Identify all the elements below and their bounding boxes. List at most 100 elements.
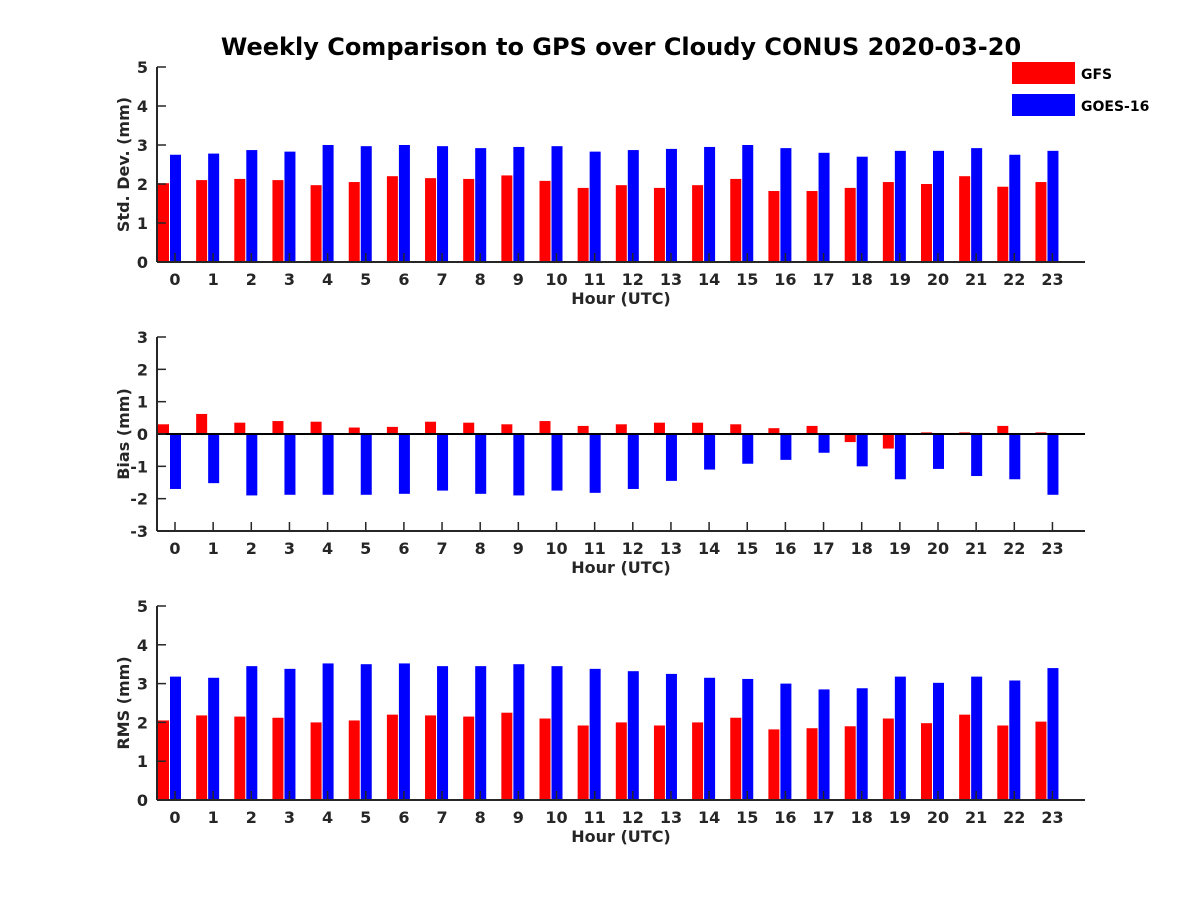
x-tick-label: 6 [398, 808, 409, 827]
x-tick-label: 2 [246, 270, 257, 289]
x-tick-label: 11 [584, 270, 606, 289]
x-tick-label: 21 [965, 808, 987, 827]
y-tick-label: 0 [137, 791, 148, 810]
bar-gfs-15 [730, 178, 742, 262]
bar-gfs-9 [501, 712, 513, 800]
y-tick-label: -2 [130, 490, 148, 509]
x-tick-label: 14 [698, 270, 720, 289]
x-tick-label: 7 [436, 808, 447, 827]
bar-goes-16-20 [933, 434, 944, 469]
bar-gfs-11 [577, 725, 589, 800]
x-tick-label: 0 [169, 539, 180, 558]
bar-goes-16-2 [246, 150, 258, 262]
bar-goes-16-16 [780, 148, 792, 262]
y-tick-label: 2 [137, 360, 148, 379]
x-tick-label: 19 [889, 808, 911, 827]
legend-swatch-goes16 [1012, 94, 1075, 116]
bar-gfs-6 [386, 176, 398, 262]
x-axis-label: Hour (UTC) [571, 827, 671, 846]
legend-swatch-gfs [1012, 62, 1075, 84]
bar-goes-16-1 [208, 677, 220, 800]
x-tick-label: 1 [208, 808, 219, 827]
bar-goes-16-7 [437, 666, 449, 800]
x-tick-label: 20 [927, 539, 949, 558]
bar-gfs-10 [539, 718, 551, 800]
bar-goes-16-6 [398, 434, 410, 494]
x-tick-label: 3 [284, 539, 295, 558]
x-tick-label: 1 [208, 270, 219, 289]
bar-goes-16-13 [665, 673, 677, 800]
bar-gfs-21 [959, 714, 971, 800]
x-tick-label: 22 [1003, 539, 1025, 558]
x-tick-label: 3 [284, 808, 295, 827]
x-tick-label: 4 [322, 808, 333, 827]
bar-goes-16-8 [475, 148, 487, 262]
x-tick-label: 9 [513, 270, 524, 289]
bar-gfs-6 [386, 426, 398, 434]
x-tick-label: 17 [812, 270, 834, 289]
x-tick-label: 20 [927, 808, 949, 827]
bar-goes-16-19 [894, 676, 906, 800]
bar-goes-16-9 [513, 664, 525, 800]
x-tick-label: 19 [889, 539, 911, 558]
x-tick-label: 7 [436, 270, 447, 289]
bar-gfs-5 [348, 427, 360, 434]
x-tick-label: 10 [545, 539, 567, 558]
x-tick-label: 13 [660, 808, 682, 827]
x-tick-label: 0 [169, 270, 180, 289]
bar-goes-16-6 [398, 663, 410, 800]
bar-gfs-19 [882, 434, 894, 449]
legend-label-gfs: GFS [1081, 67, 1112, 83]
bar-gfs-10 [539, 421, 551, 434]
bar-gfs-0 [158, 720, 169, 800]
x-tick-label: 21 [965, 270, 987, 289]
bar-goes-16-3 [284, 668, 296, 800]
bar-goes-16-12 [627, 150, 639, 262]
bar-gfs-4 [310, 421, 322, 434]
bar-gfs-15 [730, 424, 742, 434]
bar-goes-16-4 [322, 434, 334, 495]
y-tick-label: -3 [130, 522, 148, 541]
bar-goes-16-22 [1009, 154, 1021, 262]
bar-gfs-19 [882, 718, 894, 800]
bar-goes-16-5 [360, 664, 372, 800]
x-tick-label: 5 [360, 270, 371, 289]
bar-goes-16-1 [208, 434, 220, 484]
bar-goes-16-4 [322, 663, 334, 800]
bar-gfs-1 [196, 715, 208, 800]
x-tick-label: 2 [246, 808, 257, 827]
bar-goes-16-14 [704, 146, 716, 262]
x-tick-label: 12 [622, 808, 644, 827]
bar-goes-16-21 [971, 434, 983, 477]
bar-gfs-2 [234, 422, 246, 434]
bar-goes-16-2 [246, 434, 258, 496]
bar-gfs-13 [653, 187, 665, 262]
x-axis-label: Hour (UTC) [571, 289, 671, 308]
bar-gfs-13 [653, 422, 665, 434]
bar-goes-16-17 [818, 689, 830, 800]
x-axis-label: Hour (UTC) [571, 558, 671, 577]
bar-goes-16-5 [360, 434, 372, 495]
bar-goes-16-13 [665, 148, 677, 262]
x-tick-label: 6 [398, 539, 409, 558]
bar-goes-16-5 [360, 146, 372, 262]
x-tick-label: 11 [584, 539, 606, 558]
bar-goes-16-10 [551, 434, 563, 491]
bar-goes-16-6 [398, 145, 410, 262]
bar-gfs-16 [768, 191, 780, 262]
bar-goes-16-9 [513, 146, 525, 262]
x-tick-label: 12 [622, 539, 644, 558]
bar-goes-16-7 [437, 434, 449, 491]
bar-gfs-12 [615, 185, 627, 262]
x-tick-label: 18 [851, 539, 873, 558]
y-tick-label: 4 [137, 97, 148, 116]
bar-gfs-7 [425, 715, 437, 800]
bar-goes-16-12 [627, 434, 639, 489]
x-tick-label: 14 [698, 808, 720, 827]
legend: GFS GOES-16 [1012, 62, 1149, 116]
bar-goes-16-19 [894, 434, 906, 480]
y-tick-label: 3 [137, 328, 148, 347]
bar-goes-16-21 [971, 676, 983, 800]
bar-gfs-8 [463, 716, 475, 800]
